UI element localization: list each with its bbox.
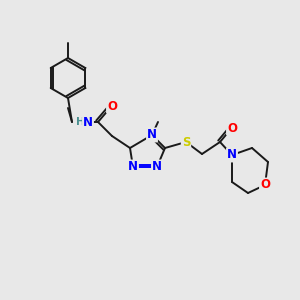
Text: N: N <box>227 148 237 161</box>
Text: N: N <box>128 160 138 173</box>
Text: N: N <box>147 128 157 142</box>
Text: H: H <box>76 117 84 127</box>
Text: N: N <box>83 116 93 128</box>
Text: O: O <box>227 122 237 134</box>
Text: O: O <box>260 178 270 191</box>
Text: N: N <box>152 160 162 173</box>
Text: O: O <box>107 100 117 112</box>
Text: S: S <box>182 136 190 148</box>
